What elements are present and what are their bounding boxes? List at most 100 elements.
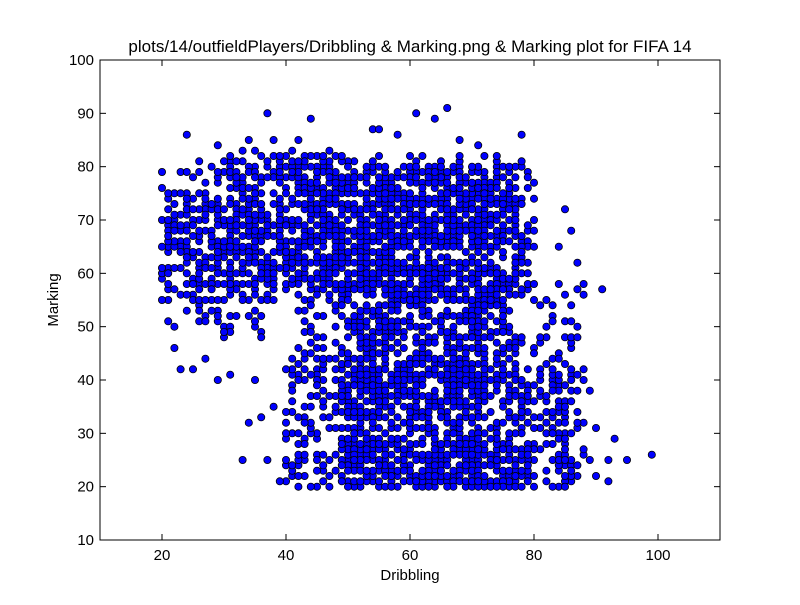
data-point (294, 157, 303, 166)
data-point (343, 269, 352, 278)
data-point (381, 450, 390, 459)
data-point (430, 365, 439, 374)
data-point (418, 226, 427, 235)
data-point (523, 450, 532, 459)
data-point (350, 365, 359, 374)
data-point (207, 263, 216, 272)
data-point (337, 205, 346, 214)
data-point (368, 359, 377, 368)
data-point (343, 237, 352, 246)
data-point (337, 253, 346, 262)
data-point (449, 295, 458, 304)
data-point (294, 359, 303, 368)
data-point (300, 439, 309, 448)
data-point (350, 258, 359, 267)
data-point (492, 482, 501, 491)
data-point (226, 370, 235, 379)
data-point (399, 226, 408, 235)
data-point (381, 285, 390, 294)
data-point (474, 306, 483, 315)
data-point (592, 471, 601, 480)
data-point (455, 386, 464, 395)
data-point (418, 450, 427, 459)
data-point (350, 455, 359, 464)
data-point (238, 242, 247, 251)
data-point (288, 386, 297, 395)
data-point (498, 418, 507, 427)
data-point (312, 343, 321, 352)
data-point (579, 445, 588, 454)
data-point (436, 253, 445, 262)
data-point (176, 189, 185, 198)
data-point (399, 173, 408, 182)
data-point (449, 311, 458, 320)
data-point (492, 354, 501, 363)
data-point (201, 210, 210, 219)
data-point (356, 439, 365, 448)
data-point (294, 215, 303, 224)
data-point (201, 194, 210, 203)
data-point (430, 285, 439, 294)
data-point (331, 450, 340, 459)
data-point (511, 471, 520, 480)
data-point (430, 386, 439, 395)
data-point (300, 221, 309, 230)
data-point (374, 397, 383, 406)
data-point (598, 285, 607, 294)
data-point (474, 183, 483, 192)
data-point (573, 407, 582, 416)
y-axis-label: Marking (45, 273, 62, 326)
data-point (381, 429, 390, 438)
data-point (325, 173, 334, 182)
data-point (567, 317, 576, 326)
data-point (374, 322, 383, 331)
data-point (312, 391, 321, 400)
data-point (511, 226, 520, 235)
data-point (461, 375, 470, 384)
data-point (362, 194, 371, 203)
data-point (207, 285, 216, 294)
data-point (443, 226, 452, 235)
data-point (418, 466, 427, 475)
data-point (530, 349, 539, 358)
data-point (188, 247, 197, 256)
data-point (542, 391, 551, 400)
data-point (474, 226, 483, 235)
data-point (573, 370, 582, 379)
data-point (331, 338, 340, 347)
data-point (523, 173, 532, 182)
data-point (263, 231, 272, 240)
data-point (312, 381, 321, 390)
data-point (393, 322, 402, 331)
data-point (269, 402, 278, 411)
data-point (405, 242, 414, 251)
data-point (337, 461, 346, 470)
data-point (480, 343, 489, 352)
data-point (486, 295, 495, 304)
data-point (486, 221, 495, 230)
data-point (312, 237, 321, 246)
data-point (455, 226, 464, 235)
data-point (232, 311, 241, 320)
data-point (561, 290, 570, 299)
data-point (337, 311, 346, 320)
data-point (275, 242, 284, 251)
data-point (530, 215, 539, 224)
data-point (226, 263, 235, 272)
data-point (350, 183, 359, 192)
data-point (157, 263, 166, 272)
data-point (467, 317, 476, 326)
data-point (306, 274, 315, 283)
data-point (250, 146, 259, 155)
data-point (467, 333, 476, 342)
data-point (269, 269, 278, 278)
data-point (288, 397, 297, 406)
data-point (467, 450, 476, 459)
data-point (275, 263, 284, 272)
data-point (455, 338, 464, 347)
data-point (281, 418, 290, 427)
data-point (412, 402, 421, 411)
data-point (381, 365, 390, 374)
data-point (213, 375, 222, 384)
data-point (443, 397, 452, 406)
